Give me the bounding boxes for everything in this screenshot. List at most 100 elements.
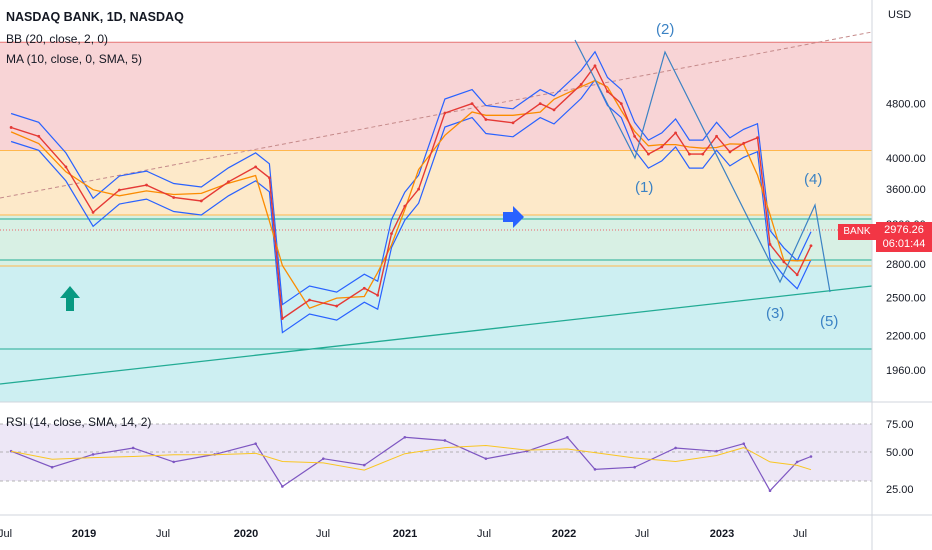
time-axis-tick-label: Jul (0, 528, 12, 540)
wave-label-5: (5) (820, 313, 838, 330)
price-point (484, 118, 488, 121)
rsi-point (131, 446, 135, 450)
upper-dashed-trendline (0, 31, 873, 199)
bollinger-bands (10, 50, 812, 334)
rsi-point (795, 460, 799, 464)
price-point (756, 136, 759, 140)
rsi-point (742, 442, 746, 445)
rsi-point (254, 442, 257, 445)
price-axis-tick-label: 1960.00 (886, 365, 926, 377)
price-axis-tick-label: 2800.00 (886, 259, 926, 271)
time-axis-tick-label: Jul (477, 528, 491, 540)
price-point (728, 150, 732, 154)
lower-support-trendline (0, 285, 873, 385)
price-point (37, 134, 41, 138)
rsi-point (484, 457, 488, 460)
price-point (715, 134, 718, 138)
time-axis-tick-label: 2019 (72, 528, 96, 540)
price-point (145, 183, 148, 187)
time-axis-tick-label: Jul (316, 528, 330, 540)
price-point (417, 187, 421, 191)
bar-countdown: 06:01:44 (882, 238, 926, 250)
price-point (742, 141, 746, 145)
chart-title: NASDAQ BANK, 1D, NASDAQ (6, 10, 184, 24)
last-price-badge: 2976.26 06:01:44 (876, 222, 932, 252)
rsi-point (443, 439, 447, 442)
price-point (268, 176, 271, 180)
rsi-point (633, 465, 636, 469)
price-point (809, 244, 813, 248)
rsi-point (566, 435, 569, 439)
bb-lower-band (10, 78, 812, 334)
price-point (91, 210, 95, 214)
time-axis-tick-label: 2022 (552, 528, 576, 540)
price-point (308, 298, 311, 302)
rsi-point (593, 468, 597, 471)
price-point (633, 134, 637, 138)
time-axis-tick-label: 2021 (393, 528, 417, 540)
price-point (64, 165, 68, 169)
wave-label-4: (4) (804, 171, 822, 188)
price-point (593, 64, 597, 68)
time-axis-tick-label: Jul (635, 528, 649, 540)
rsi-point (674, 446, 677, 450)
price-point (579, 82, 583, 86)
price-series (9, 64, 813, 320)
rsi-point (403, 435, 407, 439)
price-point (117, 188, 121, 192)
time-axis-tick-label: Jul (793, 528, 807, 540)
price-axis-tick-label: 3600.00 (886, 184, 926, 196)
rsi-point (91, 453, 95, 456)
price-point (443, 111, 447, 115)
ma-indicator-label[interactable]: MA (10, close, 0, SMA, 5) (6, 52, 143, 66)
bb-indicator-label[interactable]: BB (20, close, 2, 0) (6, 32, 109, 46)
right-arrow-icon (503, 206, 524, 228)
price-point (538, 102, 542, 105)
rsi-point (172, 460, 175, 464)
bb-upper-band (10, 50, 812, 306)
rsi-axis-tick-label: 50.00 (886, 447, 914, 459)
rsi-point (50, 465, 54, 469)
time-axis[interactable]: Jul 2019 Jul 2020 Jul 2021 Jul 2022 Jul 2023 Jul (0, 528, 807, 540)
currency-label[interactable]: USD (888, 9, 912, 21)
price-point (9, 126, 13, 129)
price-point (199, 199, 203, 203)
price-point (674, 131, 677, 135)
rsi-axis-tick-label: 25.00 (886, 484, 914, 496)
price-point (795, 273, 799, 277)
price-point (470, 102, 474, 105)
price-point (403, 204, 407, 208)
wave-label-1: (1) (635, 179, 653, 196)
price-point (552, 108, 556, 112)
price-point (768, 242, 772, 246)
price-zone (0, 266, 872, 402)
symbol-badge: BANK (838, 224, 876, 240)
price-point (782, 260, 786, 264)
price-axis-tick-label: 2500.00 (886, 293, 926, 305)
rsi-ma-line (11, 444, 812, 471)
price-point (227, 180, 230, 184)
price-axis-tick-label: 4800.00 (886, 99, 926, 111)
last-price-value: 2976.26 (884, 224, 924, 236)
elliott-wave-drawing: (1) (2) (3) (4) (5) (574, 21, 838, 330)
price-point (172, 196, 176, 199)
price-point (619, 102, 623, 105)
price-point (376, 293, 380, 297)
rsi-indicator-label[interactable]: RSI (14, close, SMA, 14, 2) (6, 415, 152, 429)
rsi-point (322, 457, 325, 460)
rsi-axis[interactable]: 75.00 50.00 25.00 (886, 419, 914, 496)
rsi-point (281, 485, 284, 488)
wave-label-2: (2) (656, 21, 674, 38)
price-point (335, 304, 339, 308)
rsi-point (809, 455, 813, 458)
price-zones (0, 41, 872, 402)
rsi-pane (0, 423, 872, 493)
price-point (280, 317, 284, 320)
price-point (701, 152, 705, 156)
time-axis-tick-label: Jul (156, 528, 170, 540)
price-point (254, 165, 258, 169)
price-point (660, 145, 664, 149)
rsi-band (0, 424, 872, 481)
